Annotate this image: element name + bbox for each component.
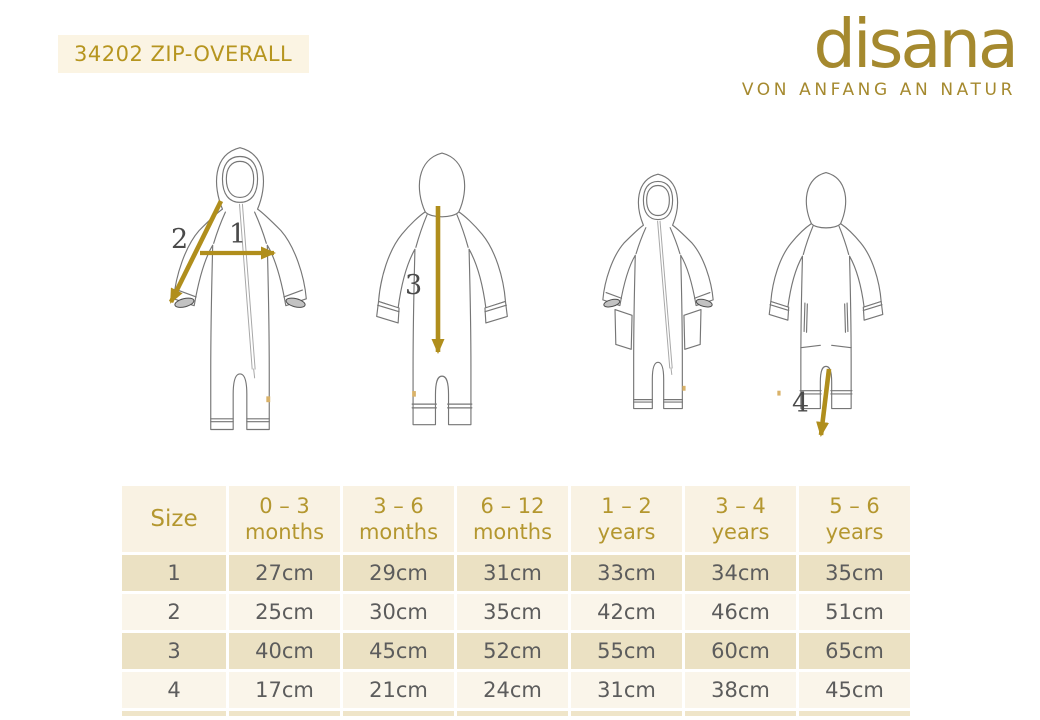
measurement-cell: 25cm	[229, 594, 340, 630]
overall-back-view-leg-drawing	[753, 142, 899, 448]
size-number-cell: 4	[122, 672, 226, 708]
measurement-cell: 51cm	[799, 594, 910, 630]
overall-back-view-drawing	[358, 139, 526, 449]
age-column-header: 0 – 3 months	[229, 486, 340, 552]
measurement-cell: 31cm	[571, 672, 682, 708]
size-row-1: 1 27cm 29cm 31cm 33cm 34cm 35cm	[122, 555, 910, 591]
measurement-cell: 42cm	[571, 594, 682, 630]
age-column-header: 6 – 12 months	[457, 486, 568, 552]
measure-label-2: 2	[171, 224, 189, 255]
measurement-cell: 35cm	[799, 555, 910, 591]
measurement-cell: 24cm	[457, 672, 568, 708]
overall-front-view-drawing	[150, 137, 330, 449]
measurement-cell: 65cm	[799, 633, 910, 669]
age-column-header: 1 – 2 years	[571, 486, 682, 552]
size-column-header: Size	[122, 486, 226, 552]
brand-logo: disana VON ANFANG AN NATUR	[741, 5, 1019, 101]
measurement-cell: 52cm	[457, 633, 568, 669]
measurement-cell: 29cm	[343, 555, 454, 591]
measurement-cell: 38cm	[685, 672, 796, 708]
size-row-2: 2 25cm 30cm 35cm 42cm 46cm 51cm	[122, 594, 910, 630]
measurement-cell: 60cm	[685, 633, 796, 669]
size-row-3: 3 40cm 45cm 52cm 55cm 60cm 65cm	[122, 633, 910, 669]
size-number-cell: 1	[122, 555, 226, 591]
measurement-cell: 40cm	[229, 633, 340, 669]
measurement-cell: 21cm	[343, 672, 454, 708]
measure-label-4: 4	[792, 388, 810, 419]
measurement-cell: 17cm	[229, 672, 340, 708]
measurement-cell: 33cm	[571, 555, 682, 591]
measurement-cell: 46cm	[685, 594, 796, 630]
measurement-cell: 45cm	[343, 633, 454, 669]
measurement-diagram: 1 2 3 4	[150, 0, 1040, 449]
size-table: Size 0 – 3 months 3 – 6 months 6 – 12 month…	[119, 483, 913, 719]
measure-label-3: 3	[405, 270, 423, 301]
overall-front-pockets-drawing	[585, 142, 731, 448]
measurement-cell: 30cm	[343, 594, 454, 630]
table-bottom-strip	[122, 711, 910, 716]
measurement-cell: 35cm	[457, 594, 568, 630]
measurement-cell: 34cm	[685, 555, 796, 591]
measurement-cell: 31cm	[457, 555, 568, 591]
product-title: 34202 ZIP-OVERALL	[58, 35, 310, 73]
measurement-cell: 55cm	[571, 633, 682, 669]
age-column-header: 3 – 6 months	[343, 486, 454, 552]
age-column-header: 3 – 4 years	[685, 486, 796, 552]
brand-tagline: VON ANFANG AN NATUR	[741, 80, 1016, 100]
measurement-cell: 45cm	[799, 672, 910, 708]
size-number-cell: 2	[122, 594, 226, 630]
table-header-row: Size 0 – 3 months 3 – 6 months 6 – 12 month…	[122, 486, 910, 552]
size-row-4: 4 17cm 21cm 24cm 31cm 38cm 45cm	[122, 672, 910, 708]
measurement-cell: 27cm	[229, 555, 340, 591]
brand-wordmark: disana	[813, 5, 1019, 83]
measure-label-1: 1	[229, 219, 247, 250]
age-column-header: 5 – 6 years	[799, 486, 910, 552]
size-number-cell: 3	[122, 633, 226, 669]
